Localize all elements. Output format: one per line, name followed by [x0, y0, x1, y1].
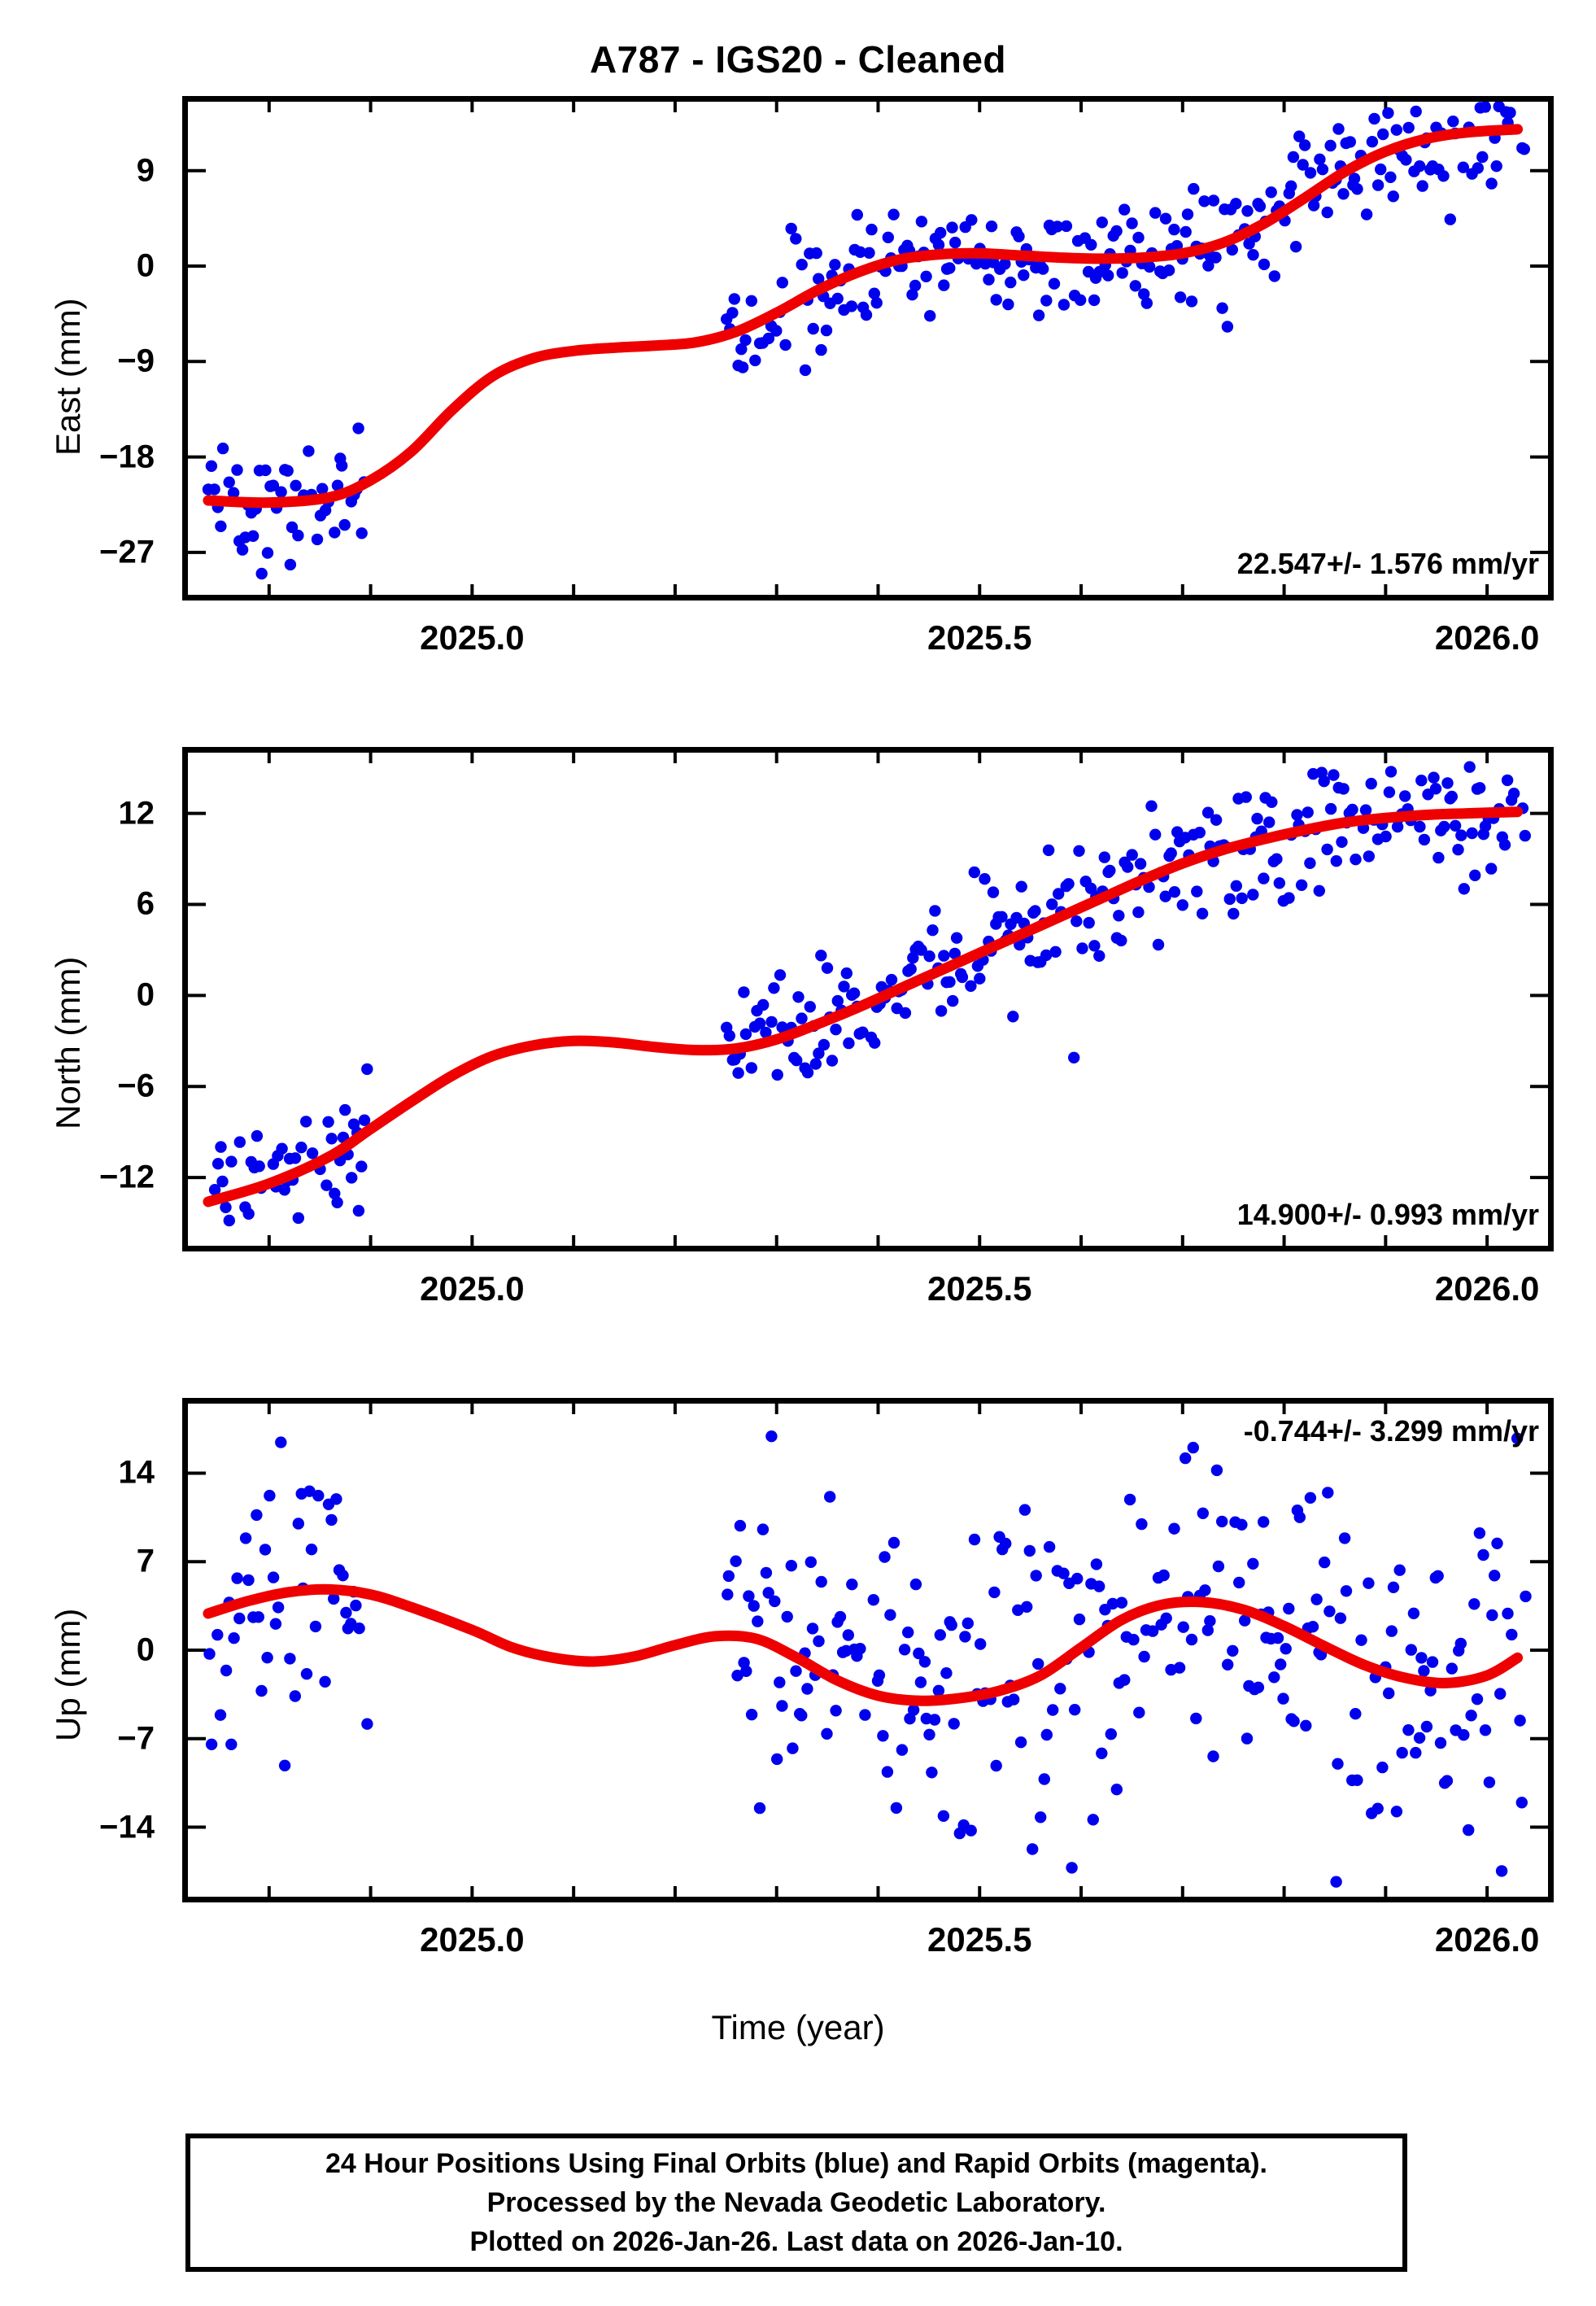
ytick-label-east: −27	[99, 534, 155, 570]
xtick-label-up: 2025.0	[420, 1920, 525, 1959]
plot-frame-north	[182, 747, 1554, 1251]
xtick-label-north: 2026.0	[1434, 1269, 1540, 1308]
caption-box: 24 Hour Positions Using Final Orbits (bl…	[185, 2133, 1407, 2272]
ytick-label-north: 6	[136, 885, 155, 922]
ytick-label-north: −6	[117, 1068, 155, 1104]
rate-annotation-up: -0.744+/- 3.299 mm/yr	[1243, 1414, 1539, 1448]
plot-canvas-up	[188, 1404, 1548, 1897]
xtick-label-east: 2025.5	[927, 618, 1032, 657]
caption-line-1: 24 Hour Positions Using Final Orbits (bl…	[325, 2147, 1267, 2179]
ytick-label-up: 14	[118, 1454, 155, 1491]
rate-annotation-north: 14.900+/- 0.993 mm/yr	[1236, 1198, 1539, 1231]
ytick-label-north: 12	[118, 795, 155, 832]
ytick-label-up: −7	[117, 1720, 155, 1757]
ytick-label-east: −9	[117, 343, 155, 379]
xtick-label-east: 2026.0	[1434, 618, 1540, 657]
plot-canvas-north	[188, 753, 1548, 1246]
caption-line-2: Processed by the Nevada Geodetic Laborat…	[486, 2186, 1106, 2218]
xtick-label-north: 2025.5	[927, 1269, 1032, 1308]
plot-frame-east	[182, 96, 1554, 601]
ytick-label-up: −14	[99, 1809, 155, 1845]
rate-annotation-east: 22.547+/- 1.576 mm/yr	[1236, 547, 1539, 580]
caption-line-3: Plotted on 2026-Jan-26. Last data on 202…	[469, 2226, 1123, 2258]
ytick-label-north: 0	[136, 976, 155, 1013]
ytick-label-up: 0	[136, 1631, 155, 1668]
ytick-label-north: −12	[99, 1159, 155, 1195]
plot-canvas-east	[188, 102, 1548, 595]
xtick-label-east: 2025.0	[420, 618, 525, 657]
ytick-label-up: 7	[136, 1543, 155, 1579]
axis-label-time: Time (year)	[711, 2008, 885, 2046]
page-title: A787 - IGS20 - Cleaned	[589, 38, 1007, 81]
ytick-label-east: 0	[136, 247, 155, 284]
plot-frame-up	[182, 1398, 1554, 1902]
ytick-label-east: −18	[99, 439, 155, 475]
xtick-label-up: 2025.5	[927, 1920, 1032, 1959]
xtick-label-north: 2025.0	[420, 1269, 525, 1308]
xtick-label-up: 2026.0	[1434, 1920, 1540, 1959]
ytick-label-east: 9	[136, 152, 155, 189]
